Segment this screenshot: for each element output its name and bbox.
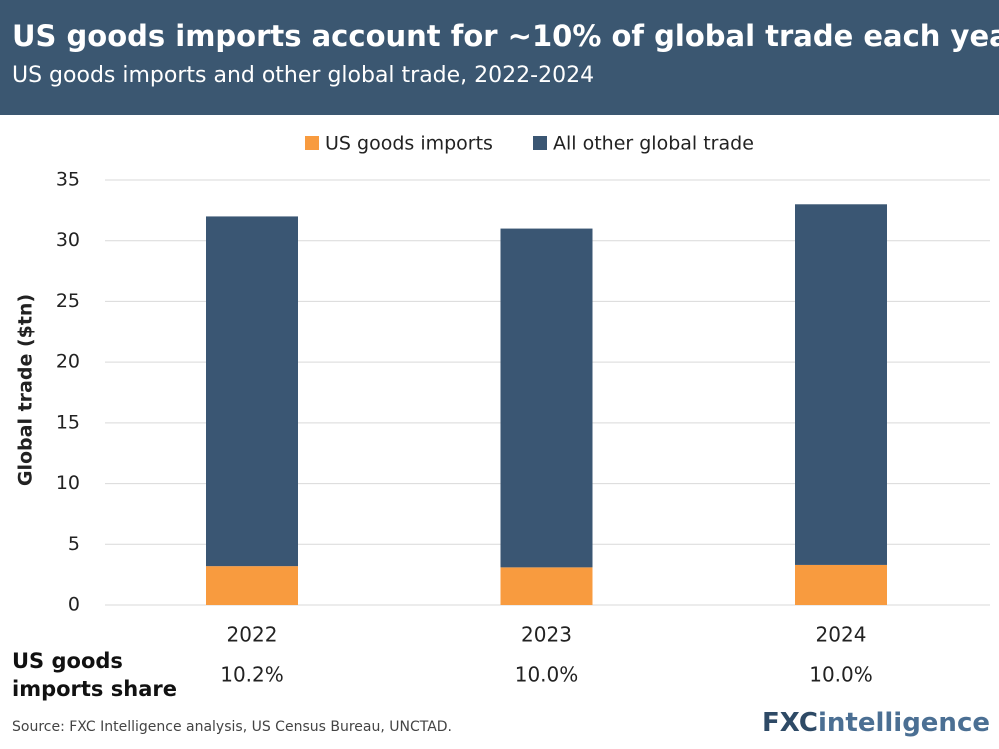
share-value: 10.2% xyxy=(220,663,284,687)
y-tick-label: 30 xyxy=(56,229,80,251)
y-tick-label: 0 xyxy=(68,594,80,616)
source: Source: FXC Intelligence analysis, US Ce… xyxy=(12,719,452,735)
y-tick-label: 25 xyxy=(56,290,80,312)
legend-swatch xyxy=(533,136,547,150)
bar-segment xyxy=(206,216,298,567)
bar-segment xyxy=(500,567,593,605)
legend-swatch xyxy=(305,136,319,150)
legend-label: US goods imports xyxy=(325,133,493,155)
header-band xyxy=(0,0,999,115)
x-tick-label: 2022 xyxy=(227,623,278,647)
chart-subtitle: US goods imports and other global trade,… xyxy=(12,63,594,88)
logo-part: intelligence xyxy=(818,708,990,738)
chart-title: US goods imports account for ~10% of glo… xyxy=(12,19,999,53)
y-tick-label: 35 xyxy=(56,169,80,191)
y-tick-label: 5 xyxy=(68,533,80,555)
share-value: 10.0% xyxy=(809,663,873,687)
share-row-label: US goods xyxy=(12,649,123,673)
x-tick-label: 2023 xyxy=(521,623,572,647)
bar-segment xyxy=(500,228,593,568)
logo-part: FXC xyxy=(762,708,818,738)
legend-label: All other global trade xyxy=(553,133,754,155)
y-tick-label: 20 xyxy=(56,351,80,373)
logo: FXCintelligence xyxy=(762,708,990,738)
bar-segment xyxy=(795,564,887,605)
x-tick-label: 2024 xyxy=(816,623,867,647)
share-value: 10.0% xyxy=(515,663,579,687)
share-row-label: imports share xyxy=(12,677,177,701)
bar-segment xyxy=(206,566,298,605)
bar-segment xyxy=(795,204,887,565)
y-axis-label: Global trade ($tn) xyxy=(15,294,37,486)
y-tick-label: 15 xyxy=(56,411,80,433)
y-tick-label: 10 xyxy=(56,472,80,494)
